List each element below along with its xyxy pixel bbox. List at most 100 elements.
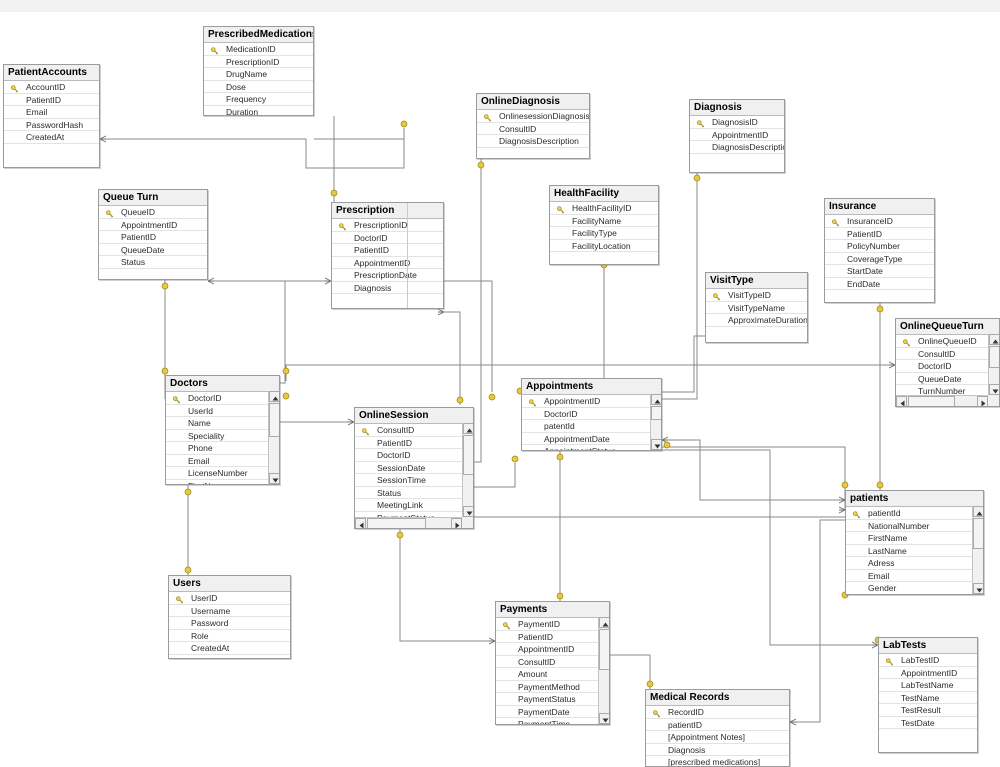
table-field-row[interactable]: [prescribed medications] (646, 756, 789, 766)
vertical-scrollbar-thumb[interactable] (989, 346, 999, 368)
table-field-row[interactable]: ConsultID (496, 656, 609, 668)
scroll-right-arrow-icon[interactable] (977, 396, 988, 406)
horizontal-scrollbar-thumb[interactable] (908, 396, 956, 406)
scroll-down-arrow-icon[interactable] (651, 439, 661, 450)
table-field-row[interactable]: RecordID (646, 706, 789, 719)
scroll-left-arrow-icon[interactable] (355, 518, 366, 528)
table-field-row[interactable]: Gender (846, 582, 983, 594)
vertical-scrollbar-thumb[interactable] (269, 403, 279, 437)
table-field-row[interactable]: Phone (166, 442, 279, 455)
table-field-row[interactable]: DateOfBirth (846, 595, 983, 596)
table-patientaccounts[interactable]: PatientAccounts AccountID PatientID Email Pa… (3, 64, 100, 168)
table-field-row[interactable]: DiagnosisID (690, 116, 784, 129)
table-field-row[interactable]: Duration (204, 106, 313, 116)
table-field-row[interactable]: Diagnosis (646, 744, 789, 756)
table-field-row[interactable]: PatientID (99, 231, 207, 244)
table-visittype[interactable]: VisitType VisitTypeID VisitTypeName Approxi… (705, 272, 808, 343)
scroll-down-arrow-icon[interactable] (973, 583, 983, 594)
table-doctors[interactable]: Doctors DoctorID UserId Name Speciality Phone… (165, 375, 280, 485)
table-field-row[interactable]: MeetingLink (355, 499, 473, 512)
table-field-row[interactable]: DrugName (204, 68, 313, 81)
table-field-row[interactable]: DoctorID (896, 360, 999, 373)
table-field-row[interactable]: UserId (166, 405, 279, 417)
vertical-scrollbar-thumb[interactable] (463, 435, 473, 476)
table-field-row[interactable]: StartDate (825, 265, 934, 278)
table-field-row[interactable]: Password (169, 617, 290, 630)
table-field-row[interactable]: PolicyNumber (825, 240, 934, 253)
scroll-down-arrow-icon[interactable] (463, 506, 473, 517)
table-field-row[interactable]: OnlinesessionDiagnosisID (477, 110, 589, 123)
table-field-row[interactable]: LicenseNumber (166, 467, 279, 480)
scroll-right-arrow-icon[interactable] (451, 518, 462, 528)
table-field-row[interactable]: AppointmentID (879, 667, 977, 679)
vertical-scrollbar[interactable] (972, 506, 983, 594)
table-field-row[interactable]: AppointmentID (332, 257, 443, 269)
table-field-row[interactable]: PaymentStatus (496, 693, 609, 706)
table-field-row[interactable]: Adress (846, 557, 983, 570)
table-field-row[interactable]: AppointmentID (99, 219, 207, 231)
vertical-scrollbar[interactable] (268, 391, 279, 484)
table-field-row[interactable]: patientId (846, 507, 983, 520)
table-field-row[interactable]: HealthFacilityID (550, 202, 658, 215)
table-field-row[interactable]: AppointmentID (496, 643, 609, 656)
table-field-row[interactable]: TestResult (879, 704, 977, 717)
table-diagnosis[interactable]: Diagnosis DiagnosisID AppointmentID Diagnos… (689, 99, 785, 173)
table-onlinequeueturn[interactable]: OnlineQueueTurn OnlineQueueID ConsultID Doc… (895, 318, 1000, 407)
table-field-row[interactable]: Email (4, 106, 99, 119)
scroll-down-arrow-icon[interactable] (989, 384, 999, 395)
table-patients[interactable]: patients patientId NationalNumber FirstName… (845, 490, 984, 595)
table-field-row[interactable]: patentId (522, 420, 661, 433)
scroll-down-arrow-icon[interactable] (599, 713, 609, 724)
table-field-row[interactable]: Role (169, 630, 290, 642)
table-field-row[interactable]: ConsultID (896, 348, 999, 360)
table-payments[interactable]: Payments PaymentID PatientID AppointmentID C… (495, 601, 610, 725)
vertical-scrollbar[interactable] (462, 423, 473, 517)
table-field-row[interactable]: Username (169, 605, 290, 617)
table-field-row[interactable]: DiagnosisDescription (690, 141, 784, 154)
scroll-down-arrow-icon[interactable] (269, 473, 279, 484)
table-field-row[interactable]: DoctorID (166, 392, 279, 405)
table-field-row[interactable]: Amount (496, 668, 609, 681)
table-prescription[interactable]: Prescription PrescriptionID DoctorID Patien… (331, 202, 444, 309)
table-field-row[interactable]: QueueID (99, 206, 207, 219)
table-field-row[interactable]: AppointmentDate (522, 433, 661, 445)
table-field-row[interactable]: Frequency (204, 93, 313, 106)
table-field-row[interactable]: PaymentTime (496, 718, 609, 724)
table-field-row[interactable]: LastName (846, 545, 983, 557)
table-field-row[interactable]: PatientID (332, 244, 443, 257)
scroll-up-arrow-icon[interactable] (269, 391, 279, 402)
table-appointments[interactable]: Appointments AppointmentID DoctorID patentI… (521, 378, 662, 451)
table-insurance[interactable]: Insurance InsuranceID PatientID PolicyNumbe… (824, 198, 935, 303)
table-field-row[interactable]: PaymentMethod (496, 681, 609, 693)
table-field-row[interactable]: VisitTypeName (706, 302, 807, 314)
table-field-row[interactable]: PaymentDate (496, 706, 609, 718)
table-field-row[interactable]: PrescriptionID (204, 56, 313, 68)
table-field-row[interactable]: FacilityLocation (550, 240, 658, 252)
table-queueturn[interactable]: Queue Turn QueueID AppointmentID PatientID Q… (98, 189, 208, 280)
table-healthfacility[interactable]: HealthFacility HealthFacilityID FacilityNa… (549, 185, 659, 265)
table-field-row[interactable]: CoverageType (825, 253, 934, 265)
vertical-scrollbar[interactable] (650, 394, 661, 450)
table-field-row[interactable]: LabTestName (879, 679, 977, 692)
table-field-row[interactable]: FirstName (166, 480, 279, 485)
table-field-row[interactable]: AccountID (4, 81, 99, 94)
scroll-left-arrow-icon[interactable] (896, 396, 907, 406)
table-field-row[interactable]: FirstName (846, 532, 983, 545)
table-field-row[interactable]: FacilityType (550, 227, 658, 240)
table-field-row[interactable]: PrescriptionDate (332, 269, 443, 282)
table-field-row[interactable]: UserID (169, 592, 290, 605)
table-field-row[interactable]: NationalNumber (846, 520, 983, 532)
table-onlinesession[interactable]: OnlineSession ConsultID PatientID DoctorID S… (354, 407, 474, 529)
table-field-row[interactable]: AppointmentID (522, 395, 661, 408)
table-prescribedmedications[interactable]: PrescribedMedications MedicationID Prescri… (203, 26, 314, 116)
table-field-row[interactable]: DoctorID (332, 232, 443, 244)
table-field-row[interactable]: Status (355, 487, 473, 499)
table-field-row[interactable]: PatientID (355, 437, 473, 449)
table-field-row[interactable]: OnlineQueueID (896, 335, 999, 348)
vertical-scrollbar-thumb[interactable] (599, 629, 609, 671)
table-field-row[interactable]: TestDate (879, 717, 977, 729)
table-field-row[interactable]: VisitTypeID (706, 289, 807, 302)
scroll-up-arrow-icon[interactable] (463, 423, 473, 434)
scroll-up-arrow-icon[interactable] (599, 617, 609, 628)
